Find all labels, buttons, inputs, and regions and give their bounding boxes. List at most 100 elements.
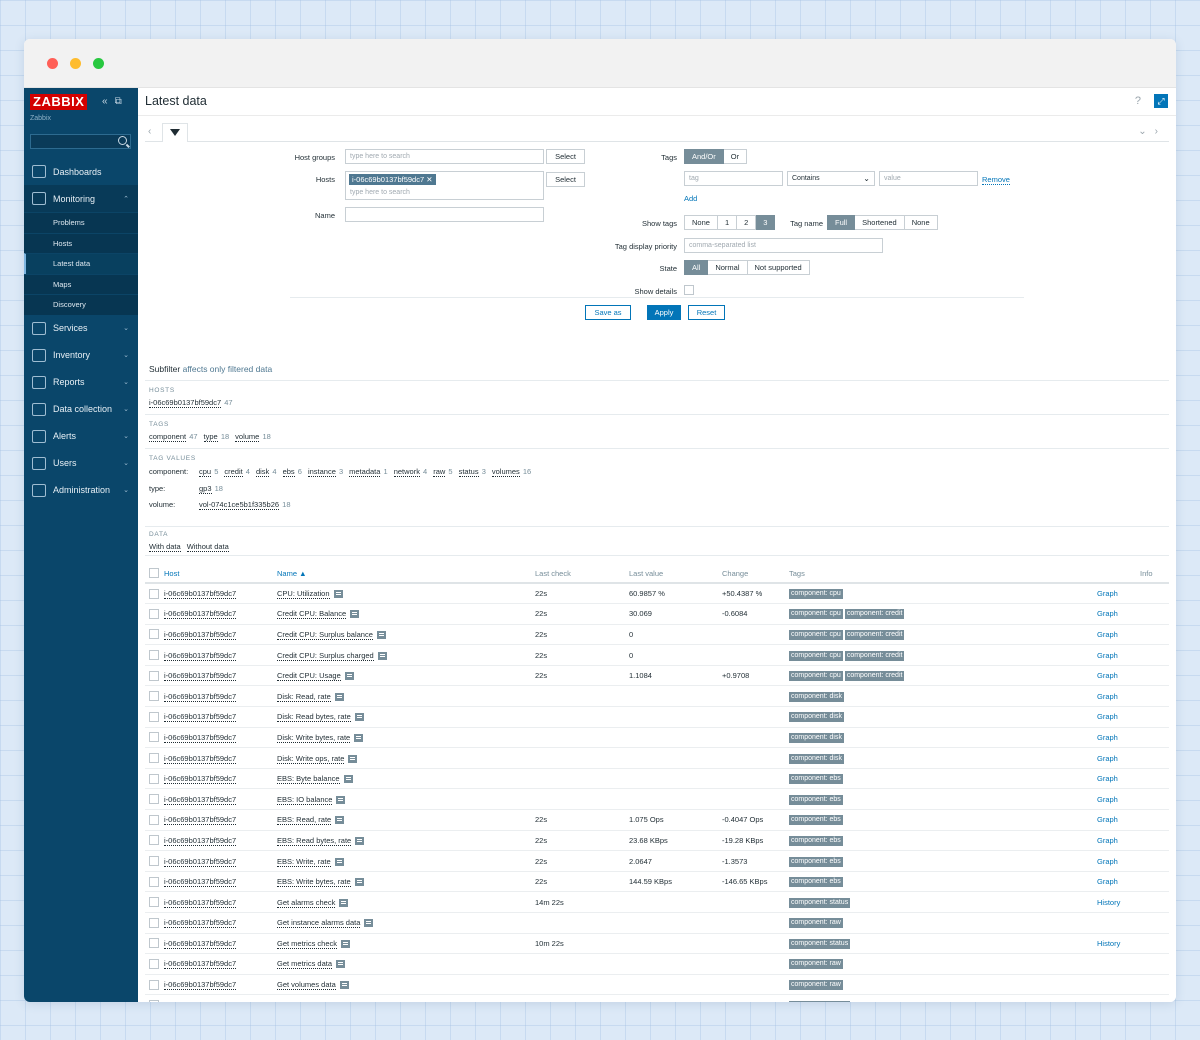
description-icon[interactable] xyxy=(354,878,364,887)
graph-link[interactable]: Graph xyxy=(1095,850,1138,872)
tag-badge[interactable]: component: disk xyxy=(789,753,844,764)
tag-badge[interactable]: component: cpu xyxy=(789,671,843,682)
show-tags-option-1[interactable]: 1 xyxy=(717,215,738,230)
description-icon[interactable] xyxy=(364,919,374,928)
show-tags-option-2[interactable]: 2 xyxy=(737,215,757,230)
show-details-checkbox[interactable] xyxy=(684,285,694,295)
subfilter-data-link[interactable]: Without data xyxy=(186,542,229,552)
sidebar-item-alerts[interactable]: Alerts ⌄ xyxy=(24,423,138,450)
history-link[interactable]: History xyxy=(1095,891,1138,913)
sidebar-subitem-maps[interactable]: Maps xyxy=(24,273,138,295)
row-checkbox[interactable] xyxy=(149,856,159,867)
row-checkbox[interactable] xyxy=(149,794,159,805)
item-name-link[interactable]: Disk: Write bytes, rate xyxy=(277,732,351,743)
sidebar-search-input[interactable] xyxy=(30,134,131,149)
item-name-link[interactable]: Credit CPU: Surplus balance xyxy=(277,629,373,640)
item-name-link[interactable]: EBS: Byte balance xyxy=(277,774,340,785)
subfilter-link[interactable]: metadata xyxy=(349,467,381,477)
host-link[interactable]: i-06c69b0137bf59dc7 xyxy=(164,918,237,929)
item-name-link[interactable]: Get metrics data xyxy=(277,959,333,970)
save-as-button[interactable]: Save as xyxy=(585,305,631,320)
history-link[interactable]: History xyxy=(1095,994,1138,1002)
description-icon[interactable] xyxy=(350,610,360,619)
tag-badge[interactable]: component: raw xyxy=(789,980,843,991)
show-tags-option-3[interactable]: 3 xyxy=(756,215,776,230)
subfilter-link[interactable]: network xyxy=(393,467,420,477)
close-window-button[interactable] xyxy=(47,58,58,69)
select-all-checkbox[interactable] xyxy=(149,568,159,578)
search-icon[interactable] xyxy=(118,136,127,145)
tag-name-option-none[interactable]: None xyxy=(904,215,938,230)
subfilter-link[interactable]: status xyxy=(458,467,479,477)
sidebar-subitem-latest-data[interactable]: Latest data xyxy=(24,253,138,274)
description-icon[interactable] xyxy=(355,836,365,845)
tags-andor-option[interactable]: And/Or xyxy=(684,149,724,164)
tag-badge[interactable]: component: cpu xyxy=(789,629,843,640)
graph-link[interactable]: Graph xyxy=(1095,603,1138,625)
graph-link[interactable]: Graph xyxy=(1095,624,1138,646)
graph-link[interactable]: Graph xyxy=(1095,583,1138,605)
row-checkbox[interactable] xyxy=(149,670,159,681)
state-option-not-supported[interactable]: Not supported xyxy=(747,260,810,275)
row-checkbox[interactable] xyxy=(149,711,159,722)
tag-badge[interactable]: component: cpu xyxy=(789,589,843,600)
host-groups-select-button[interactable]: Select xyxy=(546,149,585,164)
item-name-link[interactable]: Credit CPU: Usage xyxy=(277,671,341,682)
item-name-link[interactable]: Get instance alarms data xyxy=(277,918,361,929)
row-checkbox[interactable] xyxy=(149,773,159,784)
name-input[interactable] xyxy=(345,207,544,222)
item-name-link[interactable]: Get alarms check xyxy=(277,897,336,908)
history-link[interactable]: History xyxy=(1095,933,1138,955)
tags-or-option[interactable]: Or xyxy=(723,149,748,164)
filter-tab[interactable] xyxy=(162,123,188,142)
item-name-link[interactable]: Disk: Read, rate xyxy=(277,691,331,702)
sidebar-subitem-hosts[interactable]: Hosts xyxy=(24,232,138,254)
row-checkbox[interactable] xyxy=(149,876,159,887)
subfilter-link[interactable]: instance xyxy=(307,467,336,477)
row-checkbox[interactable] xyxy=(149,732,159,743)
description-icon[interactable] xyxy=(344,672,354,681)
host-link[interactable]: i-06c69b0137bf59dc7 xyxy=(164,691,237,702)
host-link[interactable]: i-06c69b0137bf59dc7 xyxy=(164,877,237,888)
chevron-right-icon[interactable]: › xyxy=(1154,126,1166,137)
graph-link[interactable]: Graph xyxy=(1095,788,1138,811)
description-icon[interactable] xyxy=(354,733,364,742)
host-link[interactable]: i-06c69b0137bf59dc7 xyxy=(164,753,237,764)
maximize-window-button[interactable] xyxy=(93,58,104,69)
hosts-input[interactable]: i-06c69b0137bf59dc7 ✕ type here to searc… xyxy=(345,171,544,200)
host-link[interactable]: i-06c69b0137bf59dc7 xyxy=(164,980,237,991)
row-checkbox[interactable] xyxy=(149,588,159,599)
subfilter-link[interactable]: component xyxy=(149,432,187,442)
description-icon[interactable] xyxy=(334,692,344,701)
tag-input[interactable]: tag xyxy=(684,171,783,186)
remove-tag-link[interactable]: Remove xyxy=(982,175,1010,185)
tag-name-option-full[interactable]: Full xyxy=(827,215,856,230)
show-tags-option-none[interactable]: None xyxy=(684,215,718,230)
reset-button[interactable]: Reset xyxy=(688,305,725,320)
tag-priority-input[interactable]: comma-separated list xyxy=(684,238,883,253)
row-checkbox[interactable] xyxy=(149,958,159,969)
sidebar-item-inventory[interactable]: Inventory ⌄ xyxy=(24,342,138,369)
graph-link[interactable]: Graph xyxy=(1095,768,1138,790)
item-name-link[interactable]: EBS: Write bytes, rate xyxy=(277,877,351,888)
tag-badge[interactable]: component: disk xyxy=(789,712,844,723)
tag-badge[interactable]: component: ebs xyxy=(789,815,843,826)
tag-badge[interactable]: component: ebs xyxy=(789,877,843,888)
graph-link[interactable]: Graph xyxy=(1095,665,1138,687)
row-checkbox[interactable] xyxy=(149,650,159,661)
item-name-link[interactable]: CPU: Utilization xyxy=(277,589,330,600)
subfilter-link[interactable]: cpu xyxy=(199,467,212,477)
graph-link[interactable]: Graph xyxy=(1095,685,1138,708)
tag-badge[interactable]: component: credit xyxy=(844,629,905,640)
host-link[interactable]: i-06c69b0137bf59dc7 xyxy=(164,732,237,743)
host-groups-input[interactable]: type here to search xyxy=(345,149,544,164)
tag-badge[interactable]: component: status xyxy=(789,938,851,949)
state-option-normal[interactable]: Normal xyxy=(708,260,748,275)
description-icon[interactable] xyxy=(339,981,349,990)
tag-badge[interactable]: component: credit xyxy=(844,650,905,661)
subfilter-data-link[interactable]: With data xyxy=(149,542,181,552)
column-name[interactable]: Name ▲ xyxy=(275,564,533,584)
graph-link[interactable]: Graph xyxy=(1095,809,1138,831)
description-icon[interactable] xyxy=(339,898,349,907)
graph-link[interactable]: Graph xyxy=(1095,830,1138,852)
